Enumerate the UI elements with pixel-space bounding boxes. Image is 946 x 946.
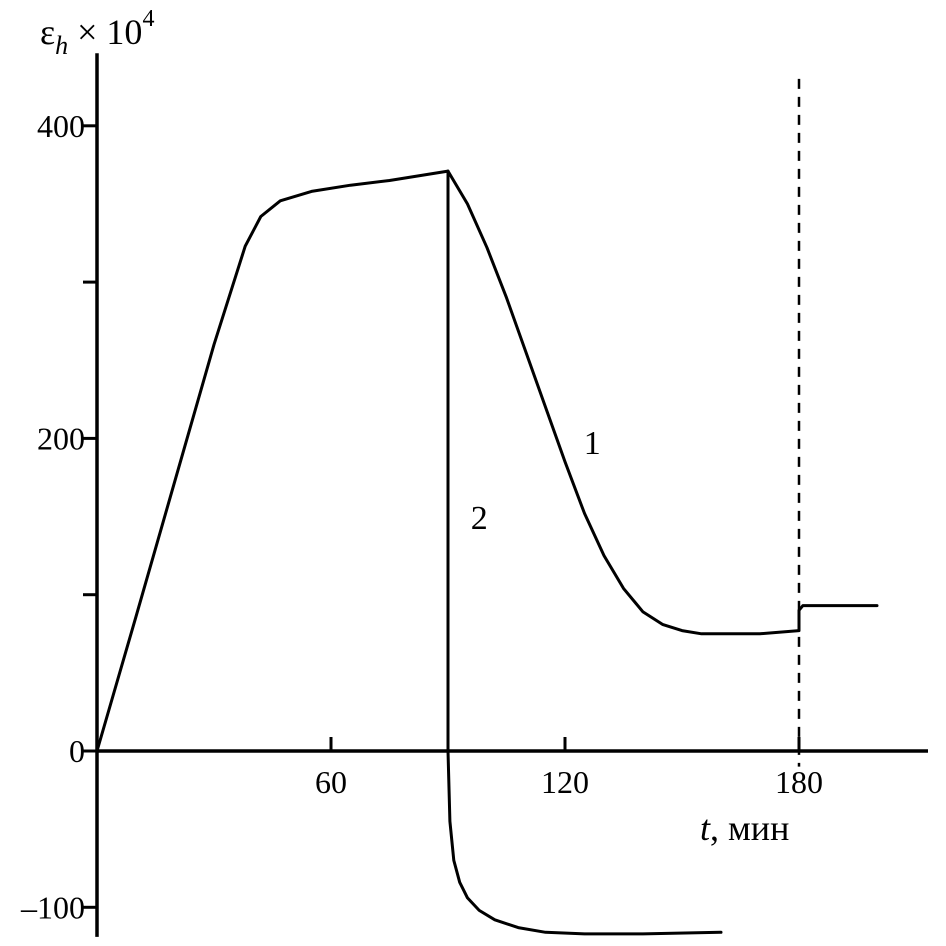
y-tick-label: –100 xyxy=(20,889,85,925)
series-line-2 xyxy=(446,169,723,936)
svg-text:εh × 104: εh × 104 xyxy=(40,6,154,60)
series-label-1: 1 xyxy=(584,425,601,462)
y-tick-label: 0 xyxy=(69,733,85,769)
y-axis-multiplier: × 10 xyxy=(68,12,142,52)
y-axis-subscript: h xyxy=(55,31,68,60)
y-axis-symbol: ε xyxy=(40,12,55,52)
x-axis-unit: , мин xyxy=(710,808,789,848)
y-tick-label: 200 xyxy=(37,420,85,456)
x-tick-label: 120 xyxy=(541,764,589,800)
svg-text:t, мин: t, мин xyxy=(700,808,789,848)
x-axis-variable: t xyxy=(700,808,711,848)
series-lines xyxy=(95,169,879,936)
y-tick-label: 400 xyxy=(37,108,85,144)
y-axis-title: εh × 104 xyxy=(40,6,154,60)
x-tick-label: 60 xyxy=(315,764,347,800)
series-line-1 xyxy=(95,169,879,753)
axes: 400 200 0 –100 60 120 180 xyxy=(20,53,928,937)
y-axis-exponent: 4 xyxy=(142,6,154,32)
series-labels: 12 xyxy=(471,425,601,537)
series-label-2: 2 xyxy=(471,500,488,537)
x-tick-label: 180 xyxy=(775,764,823,800)
x-axis-title: t, мин xyxy=(700,808,789,848)
